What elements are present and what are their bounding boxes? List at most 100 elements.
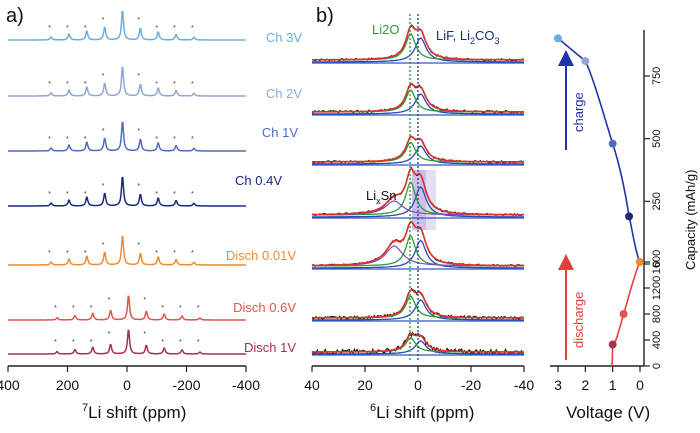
- sideband-marker: *: [173, 81, 176, 88]
- charge-point: [625, 212, 634, 221]
- panel-b-label: b): [316, 5, 334, 27]
- sideband-marker: *: [102, 183, 105, 190]
- sideband-marker: *: [102, 242, 105, 249]
- sideband-marker: *: [197, 339, 200, 346]
- sideband-marker: *: [197, 305, 200, 312]
- spectrum-label-a: Ch 1V: [262, 125, 298, 140]
- sideband-marker: *: [72, 339, 75, 346]
- spectrum-label-a: Ch 0.4V: [235, 173, 282, 188]
- sideband-marker: *: [173, 250, 176, 257]
- spectrum-a-line: [8, 235, 246, 266]
- sideband-marker: *: [137, 17, 140, 24]
- panel-a: a) * * * * * * * * Ch 3V * * * * * * * * Ch 2V * * * * * * * * Ch …: [0, 5, 302, 422]
- tick-label-c-discharge: 1200: [651, 276, 663, 300]
- sideband-marker: *: [84, 81, 87, 88]
- sideband-marker: *: [108, 331, 111, 338]
- sideband-marker: *: [179, 339, 182, 346]
- panel-b: b) Li2O LiF, Li2CO3 LixSn 40 20 0 -20 -40 6L…: [304, 5, 534, 422]
- sideband-marker: *: [143, 331, 146, 338]
- tick-label-c-x: 2: [581, 377, 589, 393]
- panel-b-ticks: 40 20 0 -20 -40: [304, 366, 534, 393]
- sideband-marker: *: [173, 191, 176, 198]
- sideband-marker: *: [48, 191, 51, 198]
- lixsn-annotation: LixSn: [366, 188, 397, 206]
- sideband-marker: *: [137, 128, 140, 135]
- spectrum-b-fit: [312, 25, 524, 61]
- spectrum-label-a: Ch 3V: [266, 30, 302, 45]
- sideband-marker: *: [191, 25, 194, 32]
- lixsn-band: [412, 170, 426, 230]
- spectrum-b-lif-component: [312, 93, 524, 115]
- sideband-marker: *: [66, 250, 69, 257]
- sideband-marker: *: [173, 136, 176, 143]
- tick-label-a: 200: [56, 377, 80, 393]
- spectrum-b-li2o-component: [312, 89, 524, 113]
- tick-label-c-x: 0: [636, 377, 644, 393]
- charge-point: [554, 34, 562, 43]
- tick-label-c-charge: 0: [651, 261, 663, 267]
- sideband-marker: *: [155, 136, 158, 143]
- spectrum-label-a: Disch 1V: [244, 340, 296, 355]
- panel-c-xlabel: Voltage (V): [566, 403, 650, 422]
- charge-curve: [557, 37, 641, 263]
- sideband-marker: *: [137, 183, 140, 190]
- tick-label-b: -20: [461, 377, 481, 393]
- sideband-marker: *: [90, 339, 93, 346]
- panel-c-curves: [554, 34, 644, 367]
- sideband-marker: *: [173, 25, 176, 32]
- sideband-marker: *: [161, 339, 164, 346]
- spectrum-b-lif-component: [312, 145, 524, 165]
- discharge-point: [619, 310, 628, 318]
- sideband-marker: *: [84, 136, 87, 143]
- sideband-marker: *: [191, 81, 194, 88]
- tick-label-c-discharge: 1600: [651, 250, 663, 274]
- sideband-marker: *: [66, 25, 69, 32]
- spectrum-b-lif-component: [312, 37, 524, 63]
- sideband-marker: *: [108, 297, 111, 304]
- panel-a-ticks: 400 200 0 -200 -400: [0, 366, 260, 393]
- charge-point: [608, 139, 617, 148]
- charge-point: [581, 56, 590, 65]
- sideband-marker: *: [191, 136, 194, 143]
- tick-label-b: 20: [357, 377, 373, 393]
- spectrum-a-line: [8, 176, 246, 207]
- spectrum-a-line: [8, 121, 246, 152]
- sideband-marker: *: [102, 73, 105, 80]
- panel-c: 3 2 1 0 0 250 500 750 0 400 800 1200 1600 charge dis…: [550, 30, 698, 422]
- sideband-marker: *: [54, 339, 57, 346]
- spectrum-a-line: [8, 329, 246, 355]
- lif-annotation: LiF, Li2CO3: [436, 28, 500, 46]
- tick-label-b: 40: [304, 377, 320, 393]
- discharge-label: discharge: [571, 292, 586, 348]
- sideband-marker: *: [155, 191, 158, 198]
- sideband-marker: *: [48, 250, 51, 257]
- sideband-marker: *: [48, 25, 51, 32]
- tick-label-c-charge: 500: [651, 129, 663, 147]
- spectrum-label-a: Disch 0.01V: [226, 248, 296, 263]
- spectrum-b-fit: [312, 288, 524, 319]
- sideband-marker: *: [84, 191, 87, 198]
- panel-b-xlabel: 6Li shift (ppm): [370, 402, 474, 422]
- tick-label-a: -200: [172, 377, 200, 393]
- spectrum-a-line: [8, 66, 246, 97]
- spectrum-label-a: Disch 0.6V: [233, 300, 296, 315]
- panel-a-xlabel: 7Li shift (ppm): [82, 402, 186, 422]
- sideband-marker: *: [137, 73, 140, 80]
- spectrum-a-line: [8, 295, 246, 321]
- panel-a-spectra: * * * * * * * * Ch 3V * * * * * * * * Ch 2V * * * * * * * * Ch 1V *…: [8, 10, 302, 355]
- sideband-marker: *: [155, 25, 158, 32]
- tick-label-c-discharge: 400: [651, 331, 663, 349]
- sideband-marker: *: [54, 305, 57, 312]
- tick-label-c-discharge: 0: [651, 363, 663, 369]
- sideband-marker: *: [161, 305, 164, 312]
- sideband-marker: *: [102, 128, 105, 135]
- tick-label-c-x: 1: [609, 377, 617, 393]
- spectrum-a-line: [8, 10, 246, 41]
- tick-label-c-discharge: 800: [651, 305, 663, 323]
- lixsn-band-light: [426, 170, 436, 230]
- tick-label-c-charge: 750: [651, 67, 663, 85]
- sideband-marker: *: [90, 305, 93, 312]
- tick-label-a: 0: [123, 377, 131, 393]
